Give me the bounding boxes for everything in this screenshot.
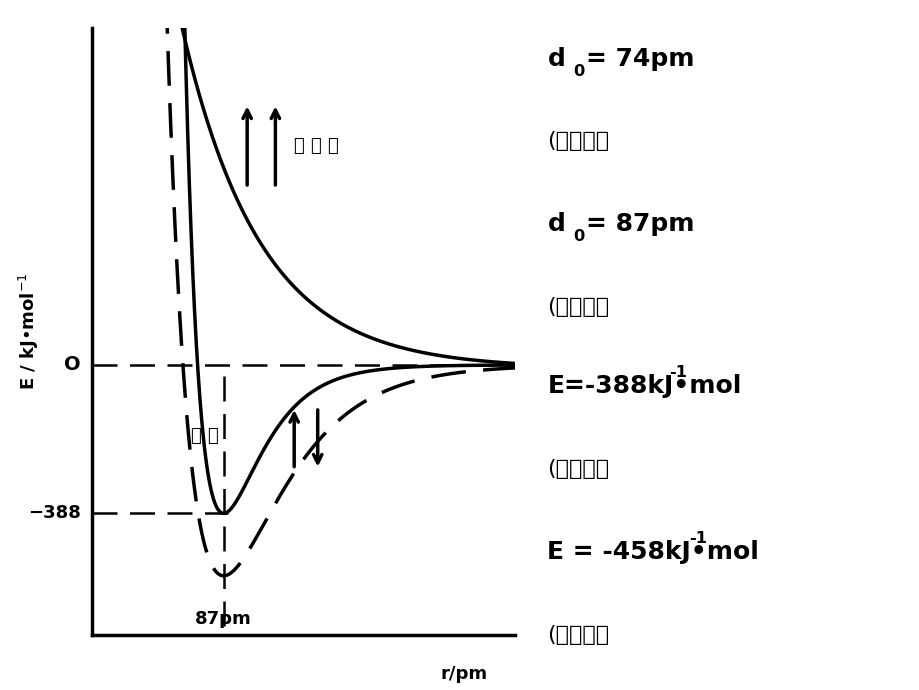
Text: d: d xyxy=(547,47,564,70)
Text: O: O xyxy=(64,355,81,375)
Text: 0: 0 xyxy=(573,63,584,79)
Text: 基 态: 基 态 xyxy=(190,427,218,445)
Text: −388: −388 xyxy=(28,504,81,522)
Text: (理论値）: (理论値） xyxy=(547,297,609,317)
Text: E=-388kJ•mol: E=-388kJ•mol xyxy=(547,375,741,398)
Text: E / kJ•mol$^{-1}$: E / kJ•mol$^{-1}$ xyxy=(17,273,40,390)
Text: 0: 0 xyxy=(573,229,584,244)
Text: = 74pm: = 74pm xyxy=(585,47,694,70)
Text: r/pm: r/pm xyxy=(440,665,487,683)
Text: (测定値）: (测定値） xyxy=(547,625,609,644)
Text: d: d xyxy=(547,213,564,236)
Text: -1: -1 xyxy=(688,531,707,546)
Text: -1: -1 xyxy=(668,365,686,380)
Text: 87pm: 87pm xyxy=(195,610,252,628)
Text: 排 斥 态: 排 斥 态 xyxy=(294,137,338,155)
Text: E = -458kJ•mol: E = -458kJ•mol xyxy=(547,540,758,564)
Text: (理论値）: (理论値） xyxy=(547,460,609,479)
Text: = 87pm: = 87pm xyxy=(585,213,694,236)
Text: (测定値）: (测定値） xyxy=(547,132,609,151)
